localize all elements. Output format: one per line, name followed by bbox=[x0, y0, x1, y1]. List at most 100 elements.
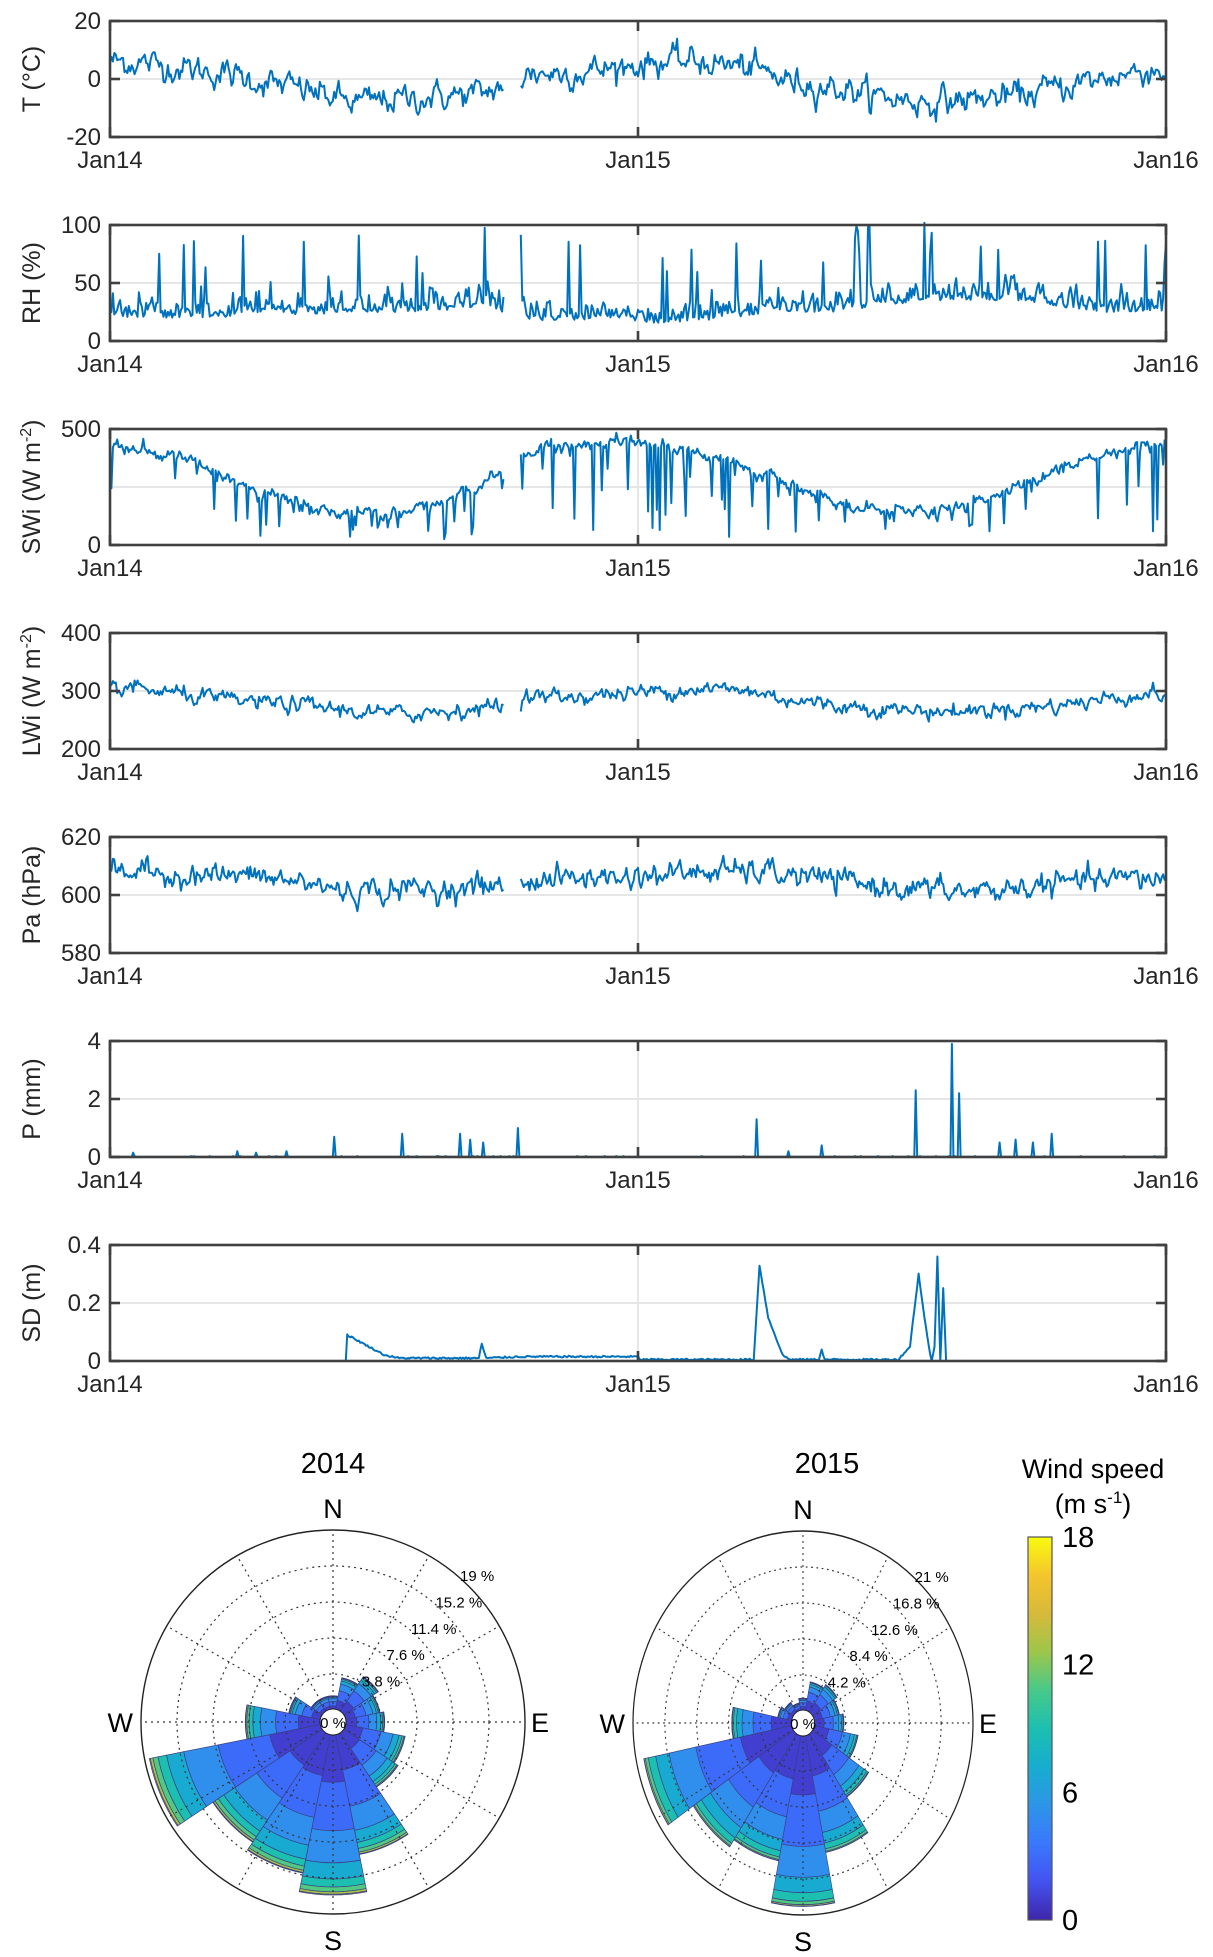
y-tick-label: 0 bbox=[88, 66, 101, 93]
colorbar-unit: (m s-1) bbox=[1055, 1488, 1132, 1519]
wind-rose-2014: 3.8 % 7.6 % 11.4 % 15.2 % 19 % 0 % N E S W 2014 bbox=[108, 1448, 550, 1956]
y-axis-label: T (°C) bbox=[18, 46, 46, 112]
spoke bbox=[717, 1556, 799, 1713]
compass-label: E bbox=[979, 1709, 997, 1739]
center-label: 0 % bbox=[320, 1715, 346, 1732]
spoke bbox=[166, 1625, 323, 1717]
y-axis-label-text: SD (m) bbox=[18, 1263, 46, 1342]
y-tick-label: 580 bbox=[61, 940, 101, 967]
rose-sector-S bbox=[298, 1890, 368, 1896]
ring-label: 7.6 % bbox=[386, 1647, 424, 1664]
rose-sector-NW bbox=[784, 1701, 792, 1710]
ring-label: 11.4 % bbox=[411, 1621, 457, 1638]
y-tick-label: 600 bbox=[61, 882, 101, 909]
y-tick-label: -20 bbox=[66, 124, 101, 151]
compass-label: S bbox=[324, 1926, 342, 1956]
spoke bbox=[236, 1555, 328, 1712]
y-tick-label: 4 bbox=[88, 1028, 101, 1055]
spoke bbox=[166, 1727, 323, 1819]
rose-sector-WSW bbox=[148, 1757, 179, 1827]
series-line bbox=[109, 431, 1167, 541]
x-tick-label: Jan15 bbox=[605, 555, 670, 582]
ring-label: 15.2 % bbox=[435, 1595, 482, 1612]
colorbar-unit-text: (m s bbox=[1055, 1489, 1107, 1519]
colorbar-gradient bbox=[1027, 1536, 1053, 1921]
rose-sector-S bbox=[305, 1828, 361, 1864]
ring-label: 16.8 % bbox=[893, 1596, 940, 1613]
y-tick-label: 0 bbox=[88, 532, 101, 559]
x-tick-label: Jan15 bbox=[605, 963, 670, 990]
compass-label: W bbox=[600, 1709, 626, 1739]
rose-title: 2014 bbox=[301, 1448, 366, 1480]
y-tick-label: 0 bbox=[88, 1348, 101, 1375]
y-axis-label-text: T (°C) bbox=[18, 46, 46, 112]
y-axis-label-text: SWi (W m bbox=[18, 442, 46, 554]
spoke bbox=[343, 1727, 500, 1819]
rose-sector-NNW bbox=[317, 1695, 329, 1701]
rose-sector-W bbox=[260, 1707, 278, 1737]
x-tick-label: Jan14 bbox=[77, 555, 142, 582]
y-tick-label: 0 bbox=[88, 1144, 101, 1171]
series-line bbox=[109, 37, 1167, 123]
series-line bbox=[109, 854, 1167, 913]
colorbar-unit-sup: -1 bbox=[1107, 1488, 1122, 1507]
wind-speed-colorbar: 0 6 12 18 Wind speed (m s-1) bbox=[1022, 1454, 1165, 1937]
y-tick-label: 500 bbox=[61, 416, 101, 443]
y-axis-label: P (mm) bbox=[18, 1058, 46, 1139]
spoke bbox=[655, 1626, 795, 1718]
panel-5: 0 2 4 Jan14 Jan15 Jan16 P (mm) bbox=[18, 1028, 1199, 1194]
rose-title: 2015 bbox=[795, 1448, 860, 1480]
y-axis-label: Pa (hPa) bbox=[18, 846, 46, 945]
x-tick-label: Jan16 bbox=[1133, 147, 1198, 174]
x-tick-label: Jan15 bbox=[605, 1167, 670, 1194]
y-tick-label: 20 bbox=[74, 8, 101, 35]
x-tick-label: Jan14 bbox=[77, 147, 142, 174]
y-tick-label: 100 bbox=[61, 212, 101, 239]
y-tick-label: 0.4 bbox=[68, 1232, 101, 1259]
rose-sector-NE bbox=[362, 1676, 379, 1693]
y-tick-label: 300 bbox=[61, 678, 101, 705]
wind-rose-2015: 4.2 % 8.4 % 12.6 % 16.8 % 21 % 0 % N E S W 2015 bbox=[600, 1448, 998, 1957]
y-axis-label-text: P (mm) bbox=[18, 1058, 46, 1139]
panel-4: 580 600 620 Jan14 Jan15 Jan16 Pa (hPa) bbox=[18, 824, 1199, 990]
ring-label: 8.4 % bbox=[849, 1648, 887, 1665]
rose-sector-WNW bbox=[288, 1696, 297, 1714]
ring-label: 21 % bbox=[915, 1569, 949, 1586]
panel-3: 200 300 400 Jan14 Jan15 Jan16 LWi (W m-2) bbox=[18, 620, 1199, 786]
x-tick-label: Jan15 bbox=[605, 1371, 670, 1398]
rose-sector-S bbox=[773, 1873, 833, 1894]
rose-sector-W bbox=[731, 1706, 734, 1740]
x-tick-label: Jan14 bbox=[77, 1167, 142, 1194]
colorbar-tick-label: 6 bbox=[1062, 1777, 1078, 1809]
ring-label: 4.2 % bbox=[828, 1675, 866, 1692]
center-hole bbox=[319, 1708, 347, 1736]
center-label: 0 % bbox=[790, 1716, 816, 1733]
x-tick-label: Jan16 bbox=[1133, 351, 1198, 378]
compass-label: E bbox=[531, 1708, 549, 1738]
outer-ring bbox=[632, 1530, 974, 1916]
y-axis-label: SD (m) bbox=[18, 1263, 46, 1342]
x-tick-label: Jan15 bbox=[605, 759, 670, 786]
y-axis-label-text: RH (%) bbox=[18, 242, 46, 324]
y-tick-label: 620 bbox=[61, 824, 101, 851]
y-tick-label: 50 bbox=[74, 270, 101, 297]
x-tick-label: Jan16 bbox=[1133, 1167, 1198, 1194]
rose-sector-NE bbox=[825, 1684, 838, 1698]
y-tick-label: 2 bbox=[88, 1086, 101, 1113]
x-tick-label: Jan15 bbox=[605, 147, 670, 174]
x-tick-label: Jan16 bbox=[1133, 759, 1198, 786]
series-line bbox=[109, 679, 1167, 724]
x-tick-label: Jan15 bbox=[605, 351, 670, 378]
x-tick-label: Jan14 bbox=[77, 1371, 142, 1398]
y-tick-label: 200 bbox=[61, 736, 101, 763]
colorbar-title: Wind speed bbox=[1022, 1454, 1165, 1484]
ring-label: 3.8 % bbox=[362, 1674, 400, 1691]
panel-6: 0 0.2 0.4 Jan14 Jan15 Jan16 SD (m) bbox=[18, 1232, 1199, 1398]
rose-sector-W bbox=[752, 1711, 773, 1735]
center-hole bbox=[791, 1709, 815, 1737]
wind-roses: 3.8 % 7.6 % 11.4 % 15.2 % 19 % 0 % N E S W 2014 4.2… bbox=[108, 1448, 998, 1957]
panel-0: -20 0 20 Jan14 Jan15 Jan16 T (°C) bbox=[18, 8, 1199, 174]
rose-sector-WNW bbox=[777, 1706, 783, 1718]
y-tick-label: 0 bbox=[88, 328, 101, 355]
